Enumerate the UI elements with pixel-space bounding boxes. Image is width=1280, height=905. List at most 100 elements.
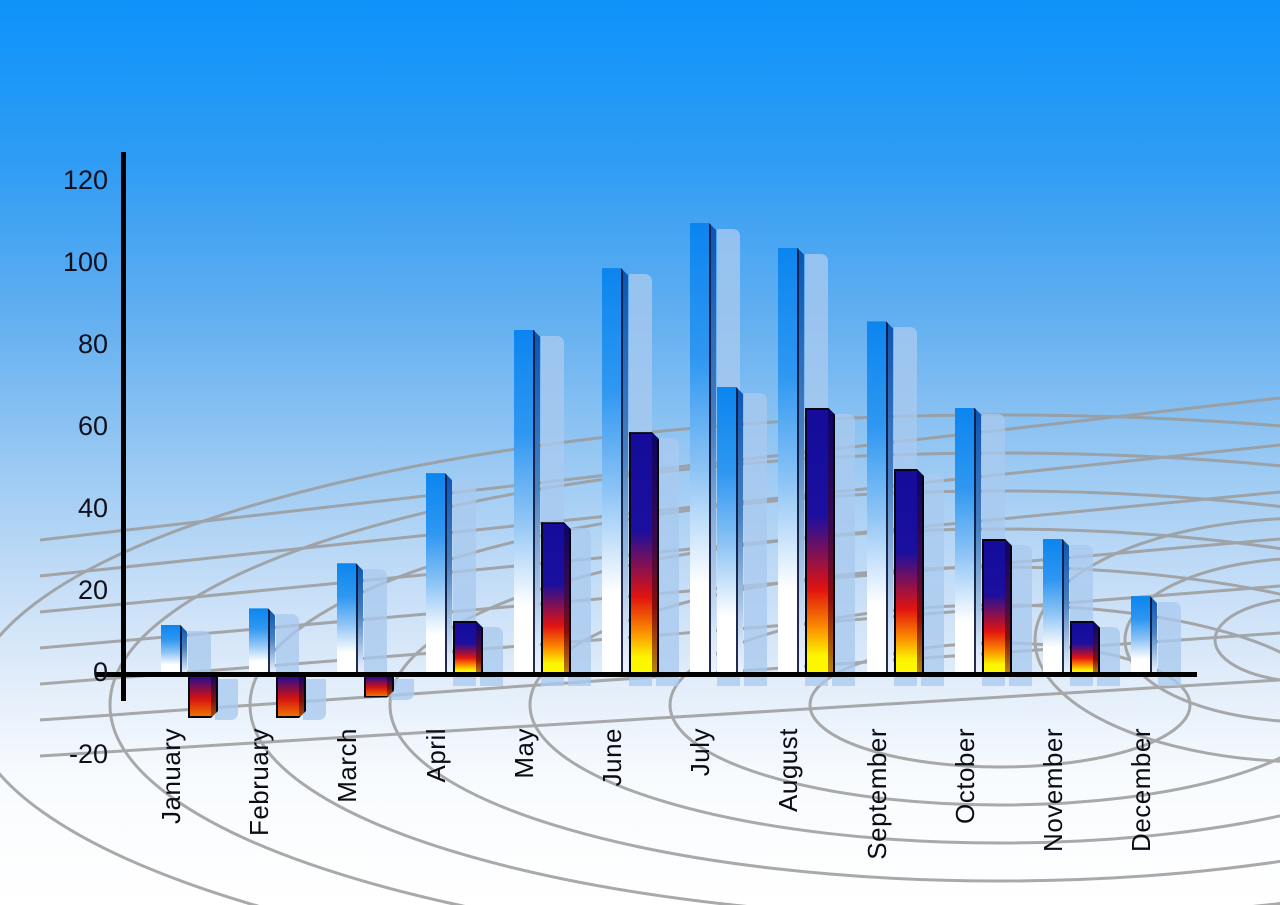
bar-may-secondary-shadow [568,528,591,686]
bar-december-primary [1131,596,1157,675]
bar-january-secondary-side [211,677,216,716]
x-axis-label-july: July [685,728,716,777]
bar-october-primary-side [976,408,981,676]
bar-july-secondary-side [738,387,743,674]
bar-april-secondary [453,621,483,674]
bar-november-primary-face [1043,539,1064,675]
bar-november-secondary-face [1072,623,1093,674]
bar-december-primary-shadow [1158,602,1181,686]
bar-march-primary [337,563,363,675]
bar-november-secondary-side [1093,623,1098,674]
bar-august-primary-side [799,248,804,675]
y-axis-tick--20: -20 [68,739,108,769]
bar-june-secondary-shadow [656,438,679,686]
bar-may-primary [514,330,540,675]
bar-july-primary [690,223,716,675]
bar-january-primary-side [182,625,187,675]
bar-march-primary-side [358,563,363,675]
bar-february-primary-shadow [276,614,299,686]
y-axis-line [121,152,126,701]
bar-january-secondary [188,677,218,718]
bar-april-primary-side [447,473,452,675]
bar-august-primary [778,248,804,675]
bar-march-secondary-shadow [391,679,414,700]
bar-june-secondary-face [631,434,652,674]
x-axis-label-december: December [1126,728,1157,852]
x-axis-zero-line [95,672,1197,677]
bar-february-secondary-side [299,677,304,716]
bar-june-primary [602,268,628,675]
bar-august-secondary-side [828,410,833,675]
bar-march-secondary-side [387,677,392,696]
bar-september-primary-face [867,321,888,675]
bar-february-primary-side [270,608,275,675]
bar-february-secondary-face [278,677,299,716]
bar-september-primary-side [888,321,893,675]
bar-november-primary-side [1064,539,1069,675]
bar-september-secondary [894,469,924,674]
y-axis-tick-100: 100 [62,247,108,277]
bar-june-secondary [629,432,659,674]
bar-september-secondary-shadow [921,475,944,686]
x-axis-label-may: May [508,728,539,779]
bar-december-primary-side [1152,596,1157,675]
bar-october-secondary [982,539,1012,674]
bar-october-primary [955,408,981,676]
bar-march-secondary [364,677,394,698]
bar-september-primary [867,321,893,675]
bar-june-secondary-side [652,434,657,674]
bar-february-primary [249,608,275,675]
bar-july-secondary [717,387,743,674]
bar-november-primary [1043,539,1069,675]
bar-april-secondary-side [476,623,481,674]
bar-may-primary-side [535,330,540,675]
bar-july-primary-face [690,223,711,675]
x-axis-label-october: October [949,728,980,824]
y-axis-tick-40: 40 [77,493,108,523]
bar-march-primary-shadow [364,569,387,686]
x-axis-label-march: March [332,728,363,803]
bar-april-secondary-face [455,623,476,674]
y-axis-tick-20: 20 [77,575,108,605]
y-axis-tick-80: 80 [77,329,108,359]
bar-august-secondary [805,408,835,675]
bar-january-secondary-shadow [215,679,238,720]
bar-february-primary-face [249,608,270,675]
bar-february-secondary-shadow [303,679,326,720]
bar-september-secondary-side [917,471,922,674]
bar-january-primary [161,625,187,675]
x-axis-label-august: August [773,728,804,812]
bar-june-primary-side [623,268,628,675]
bar-october-secondary-face [984,541,1005,674]
bar-april-primary [426,473,452,675]
bar-january-secondary-face [190,677,211,716]
bar-november-secondary [1070,621,1100,674]
bar-june-primary-face [602,268,623,675]
y-axis-tick-0: 0 [92,657,108,687]
bar-april-secondary-shadow [480,626,503,686]
x-axis-label-november: November [1038,728,1068,852]
bar-may-primary-face [514,330,535,675]
bar-march-secondary-face [366,677,387,696]
bar-august-primary-face [778,248,799,675]
y-axis-tick-120: 120 [62,165,108,195]
bar-october-secondary-shadow [1009,544,1032,686]
bar-october-primary-face [955,408,976,676]
bar-august-secondary-face [807,410,828,675]
bar-april-primary-face [426,473,447,675]
bar-august-secondary-shadow [832,413,855,686]
bar-may-secondary-face [543,524,564,674]
x-axis-label-september: September [861,728,892,860]
y-axis-tick-60: 60 [77,411,108,441]
bar-december-primary-face [1131,596,1152,675]
bar-february-secondary [276,677,306,718]
bar-may-secondary [541,522,571,674]
bar-september-secondary-face [896,471,917,674]
bar-july-secondary-face [717,387,738,674]
bar-july-primary-side [711,223,716,675]
bar-october-secondary-side [1005,541,1010,674]
